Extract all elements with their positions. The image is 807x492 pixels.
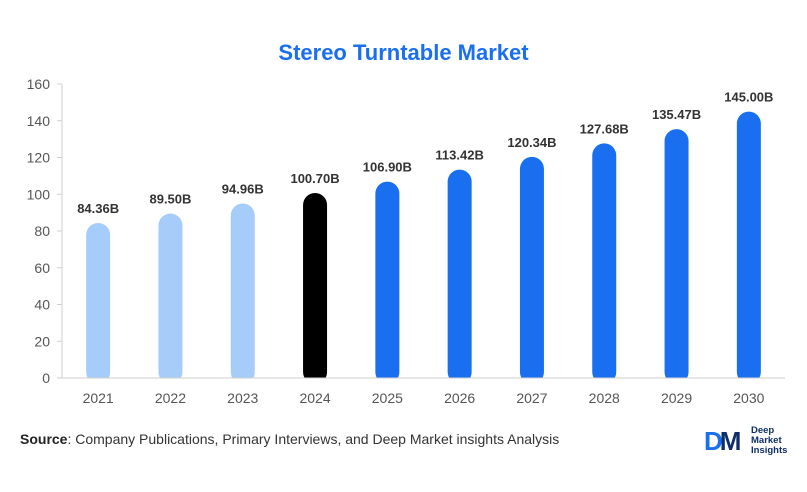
bar-base-mask bbox=[374, 378, 401, 387]
data-label: 84.36B bbox=[77, 201, 119, 216]
y-tick-label: 100 bbox=[27, 186, 51, 202]
bar-chart: 0 20 40 60 80 100 120 140 160 84.36B 2021 89.50B 202… bbox=[27, 76, 785, 406]
x-tick-label: 2025 bbox=[372, 390, 403, 406]
bar-base-mask bbox=[85, 378, 112, 387]
bar-base-mask bbox=[518, 378, 545, 387]
bar bbox=[230, 203, 255, 384]
y-tick-label: 20 bbox=[34, 333, 50, 349]
x-tick-label: 2021 bbox=[83, 390, 114, 406]
bar bbox=[736, 111, 761, 384]
bar bbox=[375, 181, 400, 384]
bar bbox=[519, 156, 544, 384]
bar bbox=[447, 169, 472, 384]
x-tick-label: 2028 bbox=[589, 390, 620, 406]
x-tick-label: 2024 bbox=[299, 390, 330, 406]
bar bbox=[303, 192, 328, 384]
y-tick-label: 120 bbox=[27, 150, 51, 166]
bar bbox=[86, 222, 111, 384]
x-tick-label: 2022 bbox=[155, 390, 186, 406]
bar-base-mask bbox=[157, 378, 184, 387]
x-tick-label: 2030 bbox=[733, 390, 764, 406]
y-tick-label: 40 bbox=[34, 297, 50, 313]
data-label: 106.90B bbox=[363, 160, 412, 175]
y-tick-label: 160 bbox=[27, 76, 51, 92]
data-label: 127.68B bbox=[580, 121, 629, 136]
y-tick-label: 60 bbox=[34, 260, 50, 276]
data-label: 145.00B bbox=[724, 90, 773, 105]
data-label: 113.42B bbox=[435, 148, 483, 163]
bar-base-mask bbox=[229, 378, 256, 387]
data-label: 135.47B bbox=[652, 107, 701, 122]
y-tick-label: 0 bbox=[42, 370, 50, 386]
x-tick-label: 2027 bbox=[516, 390, 547, 406]
logo-mark: DM bbox=[704, 426, 741, 456]
bar-base-mask bbox=[591, 378, 618, 387]
data-label: 94.96B bbox=[222, 182, 264, 197]
source-text: : Company Publications, Primary Intervie… bbox=[67, 431, 560, 447]
x-tick-label: 2026 bbox=[444, 390, 475, 406]
source-line: Source: Company Publications, Primary In… bbox=[20, 431, 559, 447]
bar-base-mask bbox=[446, 378, 473, 387]
source-label: Source bbox=[20, 431, 68, 447]
bar-base-mask bbox=[663, 378, 690, 387]
logo-text: Deep Market Insights bbox=[751, 425, 788, 456]
bar-base-mask bbox=[302, 378, 329, 387]
y-tick-label: 140 bbox=[27, 113, 51, 129]
y-tick-label: 80 bbox=[34, 223, 50, 239]
x-tick-label: 2023 bbox=[227, 390, 258, 406]
x-tick-label: 2029 bbox=[661, 390, 692, 406]
data-label: 120.34B bbox=[507, 135, 556, 150]
chart-title: Stereo Turntable Market bbox=[278, 40, 529, 65]
bar bbox=[158, 213, 183, 384]
bar-base-mask bbox=[735, 378, 762, 387]
bar bbox=[664, 129, 689, 384]
bar bbox=[592, 143, 617, 384]
data-label: 89.50B bbox=[149, 192, 191, 207]
data-label: 100.70B bbox=[290, 171, 339, 186]
company-logo: DM Deep Market Insights bbox=[704, 424, 804, 460]
